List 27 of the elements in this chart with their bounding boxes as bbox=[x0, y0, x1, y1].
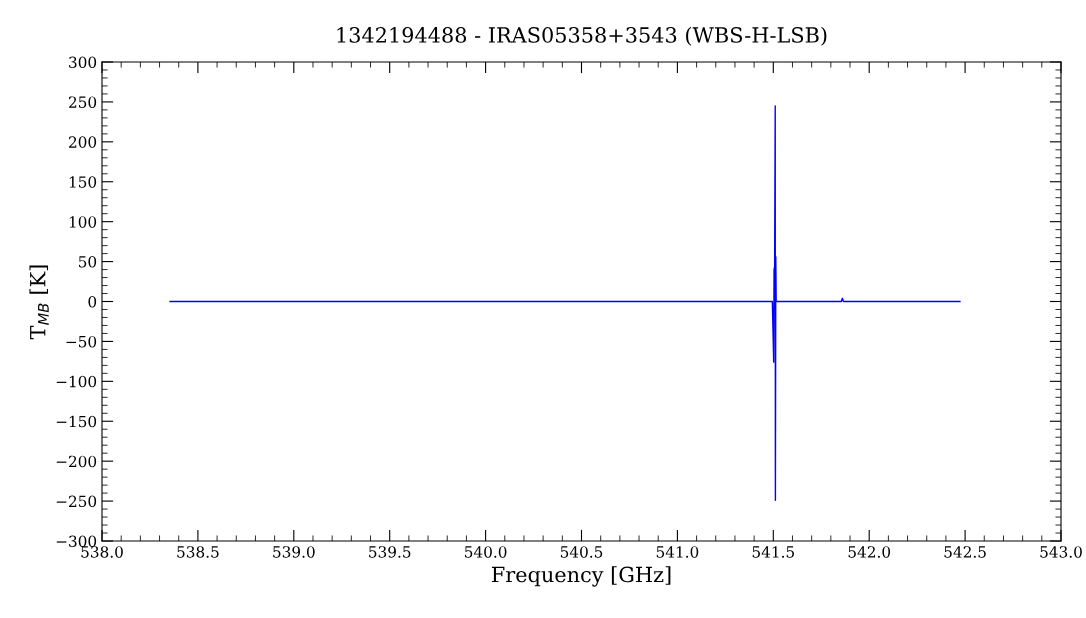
x-tick-label: 538.5 bbox=[177, 546, 219, 558]
x-tick-label: 542.0 bbox=[848, 546, 891, 558]
x-tick-label: 540.5 bbox=[560, 546, 603, 558]
x-tick-label: 542.5 bbox=[944, 546, 986, 558]
y-tick-label: −100 bbox=[56, 375, 97, 388]
y-tick-label: −150 bbox=[56, 415, 97, 428]
y-tick-label: −50 bbox=[66, 335, 97, 348]
y-axis-title: T$_{MB}$ [K] bbox=[29, 265, 49, 340]
x-tick-label: 541.0 bbox=[656, 546, 699, 558]
y-tick-label: 100 bbox=[69, 216, 97, 228]
y-tick-label: 300 bbox=[69, 56, 97, 69]
y-tick-label: 200 bbox=[69, 136, 97, 148]
y-tick-label: 150 bbox=[69, 176, 97, 188]
line-series bbox=[169, 105, 961, 501]
chart-title: 1342194488 - IRAS05358+3543 (WBS-H-LSB) bbox=[337, 26, 827, 46]
x-axis-title: Frequency [GHz] bbox=[491, 566, 671, 587]
y-tick-label: −250 bbox=[56, 495, 97, 508]
x-tick-label: 539.5 bbox=[369, 546, 411, 558]
y-tick-label: 50 bbox=[79, 256, 97, 268]
x-tick-label: 541.5 bbox=[752, 546, 794, 558]
x-tick-label: 538.0 bbox=[81, 546, 123, 558]
x-tick-label: 539.0 bbox=[273, 546, 315, 558]
y-tick-label: 0 bbox=[88, 295, 97, 308]
y-tick-label: −200 bbox=[56, 455, 97, 468]
x-tick-label: 540.0 bbox=[465, 546, 507, 558]
y-tick-label: 250 bbox=[69, 96, 97, 108]
x-tick-label: 543.0 bbox=[1040, 546, 1082, 558]
